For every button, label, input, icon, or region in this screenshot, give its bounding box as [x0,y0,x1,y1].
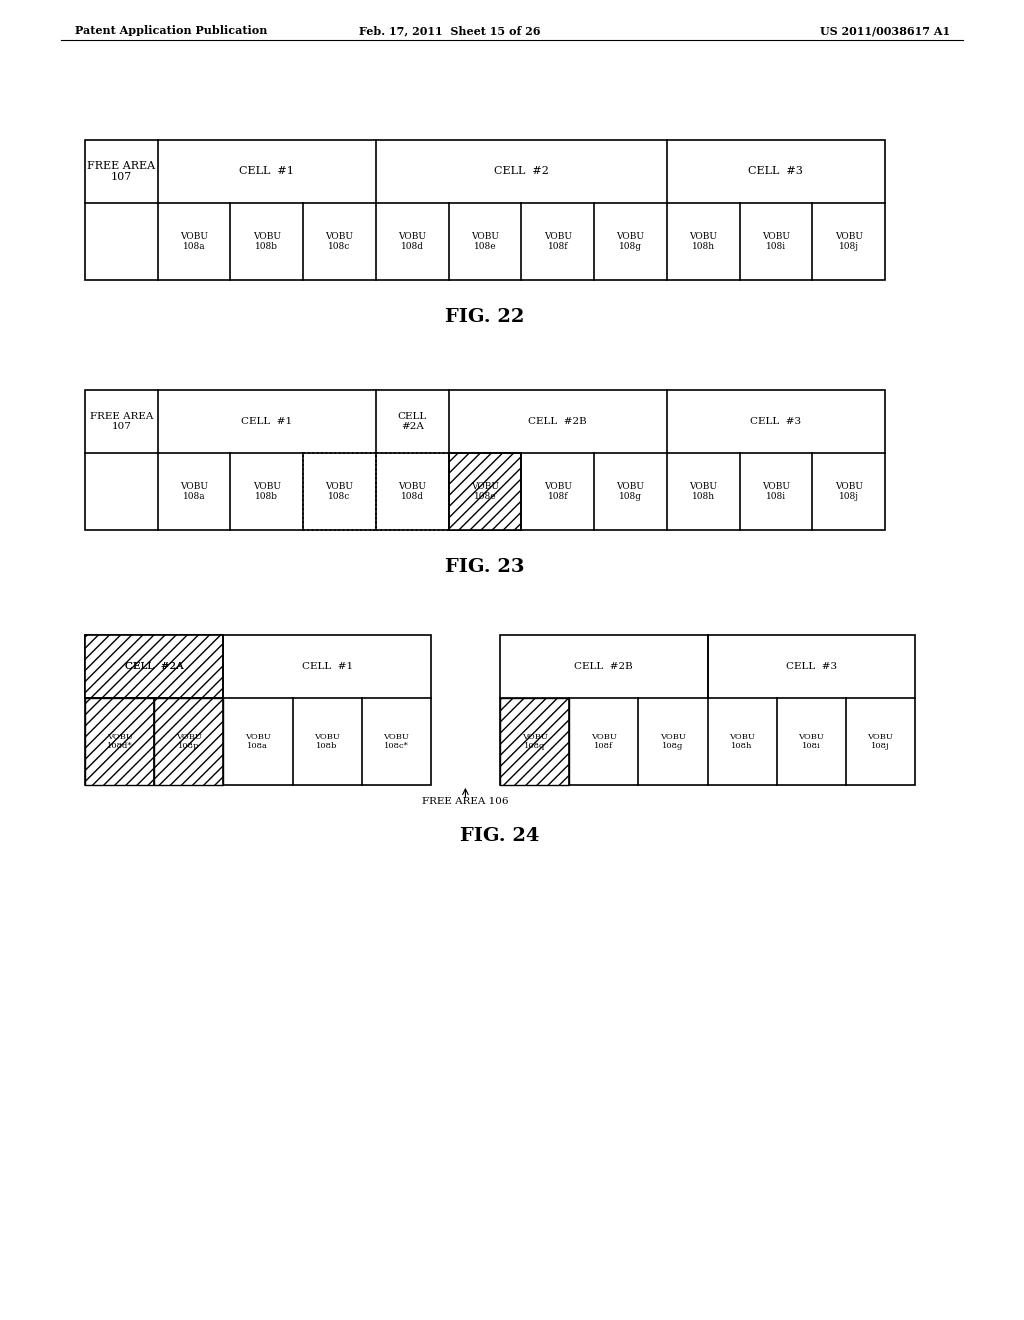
Text: FIG. 22: FIG. 22 [445,308,524,326]
Text: VOBU
108b: VOBU 108b [253,232,281,251]
Text: VOBU
108d*: VOBU 108d* [106,733,132,750]
Text: CELL  #1: CELL #1 [301,663,352,671]
Text: VOBU
108h: VOBU 108h [689,482,717,502]
Text: Feb. 17, 2011  Sheet 15 of 26: Feb. 17, 2011 Sheet 15 of 26 [359,25,541,36]
Text: VOBU
108b: VOBU 108b [314,733,340,750]
Text: CELL  #1: CELL #1 [240,166,294,177]
Text: VOBU
108i: VOBU 108i [762,482,790,502]
Text: CELL  #2B: CELL #2B [528,417,587,426]
Text: CELL  #2A: CELL #2A [125,663,183,671]
Text: VOBU
108h: VOBU 108h [689,232,717,251]
Text: VOBU
108b: VOBU 108b [253,482,281,502]
Text: VOBU
108c: VOBU 108c [326,232,353,251]
Bar [303,453,376,531]
Text: FREE AREA 106: FREE AREA 106 [422,797,509,807]
Text: VOBU
108e: VOBU 108e [471,232,499,251]
Text: Patent Application Publication: Patent Application Publication [75,25,267,36]
Bar [85,698,155,785]
Text: VOBU
108f: VOBU 108f [544,482,571,502]
Text: FIG. 23: FIG. 23 [445,558,524,576]
Text: VOBU
108i: VOBU 108i [762,232,790,251]
Bar [85,140,885,280]
Text: VOBU
108c*: VOBU 108c* [383,733,410,750]
Text: VOBU
108e: VOBU 108e [471,482,499,502]
Text: CELL  #2B: CELL #2B [574,663,633,671]
Bar [449,453,521,531]
Bar [500,635,915,785]
Text: VOBU
108q: VOBU 108q [521,733,548,750]
Text: CELL
#2A: CELL #2A [397,412,427,432]
Text: VOBU
108g: VOBU 108g [616,482,644,502]
Text: US 2011/0038617 A1: US 2011/0038617 A1 [820,25,950,36]
Text: VOBU
108j: VOBU 108j [835,482,862,502]
Text: VOBU
108a: VOBU 108a [180,482,208,502]
Bar [500,698,569,785]
Text: VOBU
108h: VOBU 108h [729,733,755,750]
Text: CELL  #2: CELL #2 [494,166,549,177]
Text: CELL  #3: CELL #3 [751,417,802,426]
Text: FIG. 24: FIG. 24 [461,828,540,845]
Text: VOBU
108j: VOBU 108j [835,232,862,251]
Text: VOBU
108g: VOBU 108g [660,733,686,750]
Bar [376,453,449,531]
Text: VOBU
108d: VOBU 108d [398,232,426,251]
Text: CELL  #3: CELL #3 [785,663,837,671]
Text: VOBU
108d: VOBU 108d [398,482,426,502]
Text: VOBU
108c: VOBU 108c [326,482,353,502]
Text: CELL  #2A: CELL #2A [125,663,183,671]
Bar [85,635,223,698]
Text: FREE AREA
107: FREE AREA 107 [90,412,153,432]
Text: CELL  #3: CELL #3 [749,166,804,177]
Text: FREE AREA
107: FREE AREA 107 [87,161,156,182]
Text: VOBU
108p: VOBU 108p [176,733,202,750]
Bar [85,635,431,785]
Bar [155,698,223,785]
Text: VOBU
108a: VOBU 108a [245,733,271,750]
Text: VOBU
108g: VOBU 108g [616,232,644,251]
Text: VOBU
108f: VOBU 108f [591,733,616,750]
Text: VOBU
108i: VOBU 108i [799,733,824,750]
Text: VOBU
108j: VOBU 108j [867,733,893,750]
Bar [85,389,885,531]
Text: VOBU
108a: VOBU 108a [180,232,208,251]
Text: CELL  #1: CELL #1 [242,417,293,426]
Text: VOBU
108f: VOBU 108f [544,232,571,251]
